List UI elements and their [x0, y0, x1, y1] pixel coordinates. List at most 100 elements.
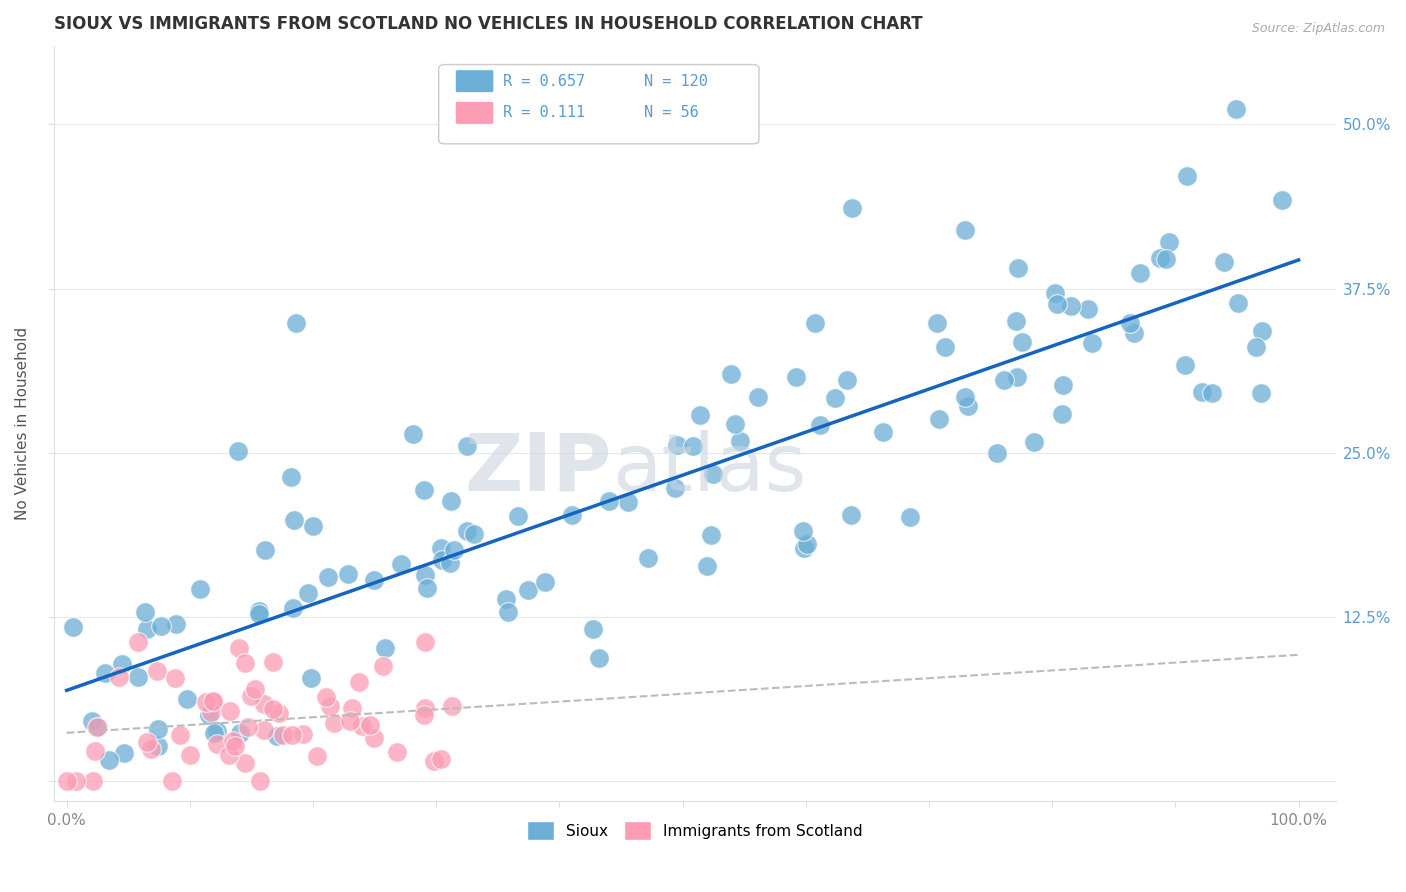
Point: [202, 695, 225, 709]
Point: [724, 417, 747, 431]
Point: [62, 620, 84, 634]
Point: [266, 729, 288, 743]
Point: [598, 494, 620, 508]
Point: [792, 524, 814, 539]
FancyBboxPatch shape: [439, 64, 759, 144]
Point: [617, 495, 640, 509]
Point: [839, 508, 862, 522]
Point: [1077, 302, 1099, 317]
Point: [785, 370, 807, 384]
Point: [1250, 386, 1272, 401]
Point: [1050, 407, 1073, 421]
Point: [108, 670, 131, 684]
Point: [340, 701, 363, 715]
Point: [1043, 286, 1066, 301]
Point: [148, 739, 170, 753]
Point: [319, 698, 342, 713]
Point: [415, 568, 437, 582]
Point: [728, 434, 751, 448]
Point: [200, 705, 222, 719]
Y-axis label: No Vehicles in Household: No Vehicles in Household: [15, 326, 30, 520]
Point: [179, 747, 201, 762]
Point: [135, 623, 157, 637]
Point: [872, 425, 894, 439]
Point: [413, 707, 436, 722]
Point: [1060, 299, 1083, 313]
Point: [112, 747, 135, 761]
Point: [443, 542, 465, 557]
Point: [352, 719, 374, 733]
Point: [957, 399, 980, 413]
Point: [271, 728, 294, 742]
Point: [495, 592, 517, 607]
Point: [810, 417, 832, 432]
Point: [796, 536, 818, 550]
Point: [1157, 235, 1180, 249]
Point: [236, 719, 259, 733]
Point: [82, 774, 104, 789]
Point: [86, 720, 108, 734]
Point: [98, 752, 121, 766]
Point: [56, 774, 79, 789]
Point: [84, 743, 107, 757]
Point: [456, 524, 478, 539]
Point: [229, 725, 252, 739]
Point: [496, 605, 519, 619]
Point: [165, 671, 187, 685]
Point: [1119, 316, 1142, 330]
Point: [561, 508, 583, 523]
Point: [228, 640, 250, 655]
Point: [240, 689, 263, 703]
Point: [422, 754, 444, 768]
Text: Source: ZipAtlas.com: Source: ZipAtlas.com: [1251, 22, 1385, 36]
Point: [228, 444, 250, 458]
Point: [297, 586, 319, 600]
Point: [637, 551, 659, 566]
Point: [953, 223, 976, 237]
Point: [219, 704, 242, 718]
Point: [1122, 326, 1144, 341]
Point: [1174, 358, 1197, 372]
Point: [285, 316, 308, 330]
Point: [337, 566, 360, 581]
Point: [928, 411, 950, 425]
Point: [162, 774, 184, 789]
Point: [305, 749, 328, 764]
Point: [934, 340, 956, 354]
Point: [1201, 386, 1223, 401]
FancyBboxPatch shape: [456, 70, 494, 93]
Point: [664, 481, 686, 495]
Point: [374, 641, 396, 656]
Point: [205, 724, 228, 739]
Point: [682, 439, 704, 453]
Point: [292, 727, 315, 741]
Point: [463, 527, 485, 541]
Point: [793, 541, 815, 556]
Point: [986, 446, 1008, 460]
Point: [111, 657, 134, 672]
Point: [169, 728, 191, 742]
Point: [1149, 251, 1171, 265]
Point: [835, 373, 858, 387]
Point: [804, 316, 827, 330]
Point: [127, 634, 149, 648]
Point: [247, 604, 270, 618]
Legend: Sioux, Immigrants from Scotland: Sioux, Immigrants from Scotland: [520, 815, 869, 847]
Point: [927, 316, 949, 330]
Point: [665, 438, 688, 452]
Point: [696, 558, 718, 573]
Point: [430, 752, 453, 766]
Point: [198, 708, 221, 723]
Point: [534, 575, 557, 590]
Point: [249, 774, 271, 789]
Point: [720, 368, 742, 382]
Point: [1154, 252, 1177, 267]
Point: [389, 558, 412, 572]
Point: [517, 583, 540, 598]
Point: [588, 651, 610, 665]
Point: [339, 714, 361, 728]
Point: [283, 513, 305, 527]
Point: [1225, 102, 1247, 116]
Point: [1007, 260, 1029, 275]
Point: [201, 694, 224, 708]
